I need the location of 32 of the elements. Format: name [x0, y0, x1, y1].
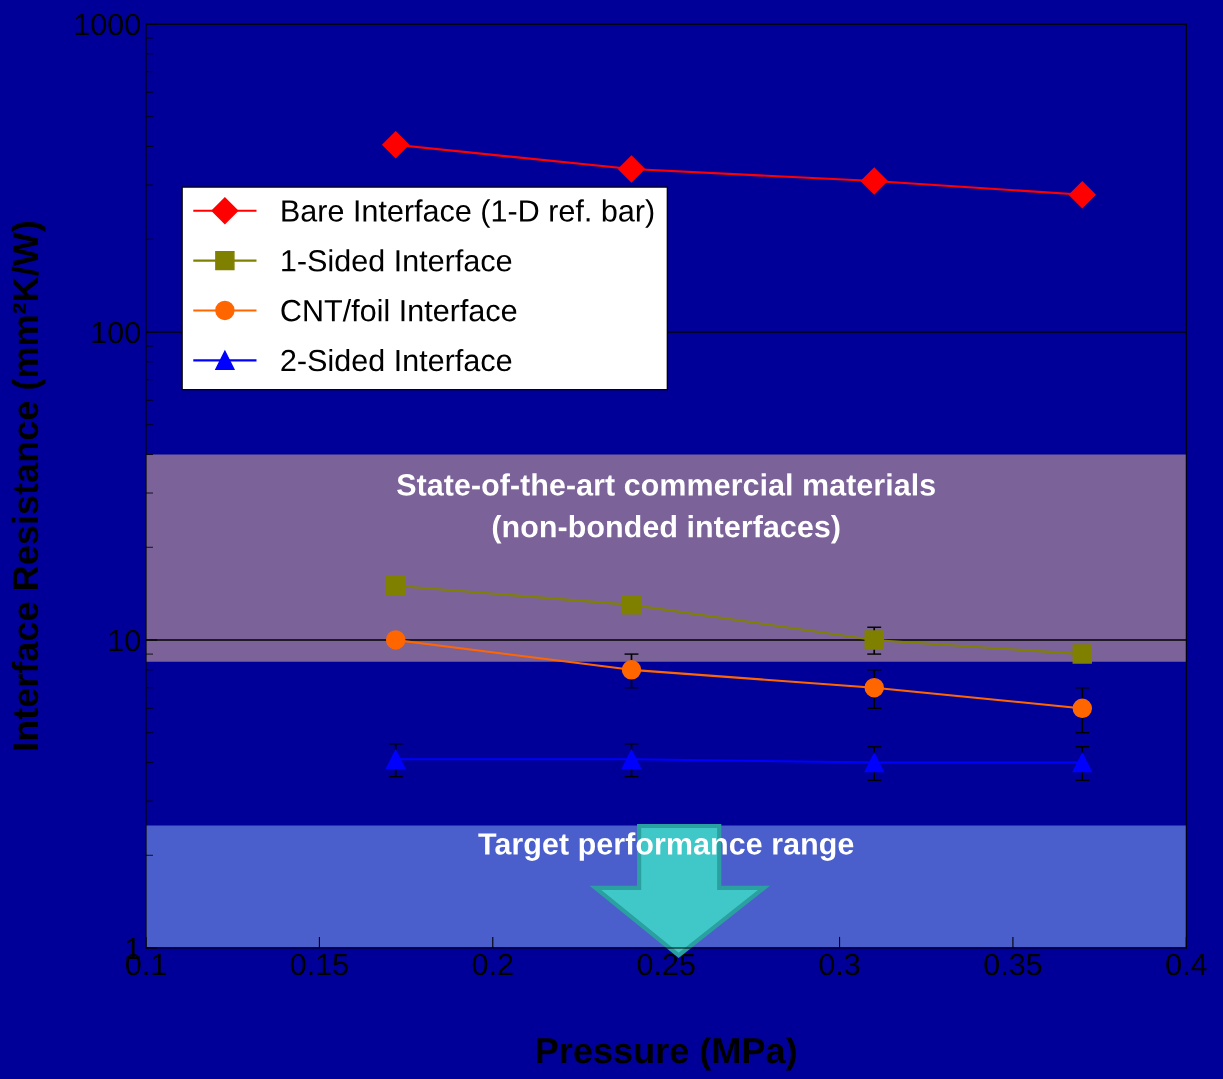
- legend-label: CNT/foil Interface: [281, 299, 517, 322]
- point: [860, 167, 888, 195]
- point: [864, 630, 884, 650]
- x-tick-label: 0.2: [472, 953, 513, 976]
- point: [1068, 181, 1096, 209]
- legend-label: Bare Interface (1-D ref. bar): [282, 199, 654, 228]
- legend-label: 2-Sided Interface: [281, 348, 512, 372]
- y-tick-label: 100: [92, 321, 140, 344]
- band-label: State-of-the-art commercial materials (non-bonded interfaces): [397, 473, 935, 544]
- y-tick-label: 10: [109, 629, 140, 652]
- point: [621, 595, 642, 615]
- x-tick-label: 0.25: [637, 953, 695, 976]
- point: [864, 677, 884, 698]
- point: [621, 660, 642, 680]
- point: [385, 630, 406, 650]
- point: [382, 131, 410, 159]
- y-tick-label: 1000: [75, 13, 140, 36]
- x-tick-label: 0.35: [984, 953, 1042, 976]
- x-axis-title: Pressure (MPa): [537, 1036, 796, 1071]
- point: [864, 752, 884, 773]
- point: [618, 155, 645, 183]
- point: [1072, 644, 1093, 664]
- x-tick-label: 0.15: [290, 953, 348, 976]
- point: [385, 576, 406, 596]
- point: [1072, 752, 1093, 773]
- point: [385, 749, 406, 769]
- point: [621, 749, 642, 769]
- x-tick-label: 0.4: [1166, 953, 1207, 976]
- x-tick-label: 0.3: [819, 953, 860, 976]
- legend-label: 1-Sided Interface: [282, 249, 512, 272]
- point: [1072, 698, 1093, 719]
- y-axis-title: Interface Resistance (mm²K/W): [11, 221, 46, 750]
